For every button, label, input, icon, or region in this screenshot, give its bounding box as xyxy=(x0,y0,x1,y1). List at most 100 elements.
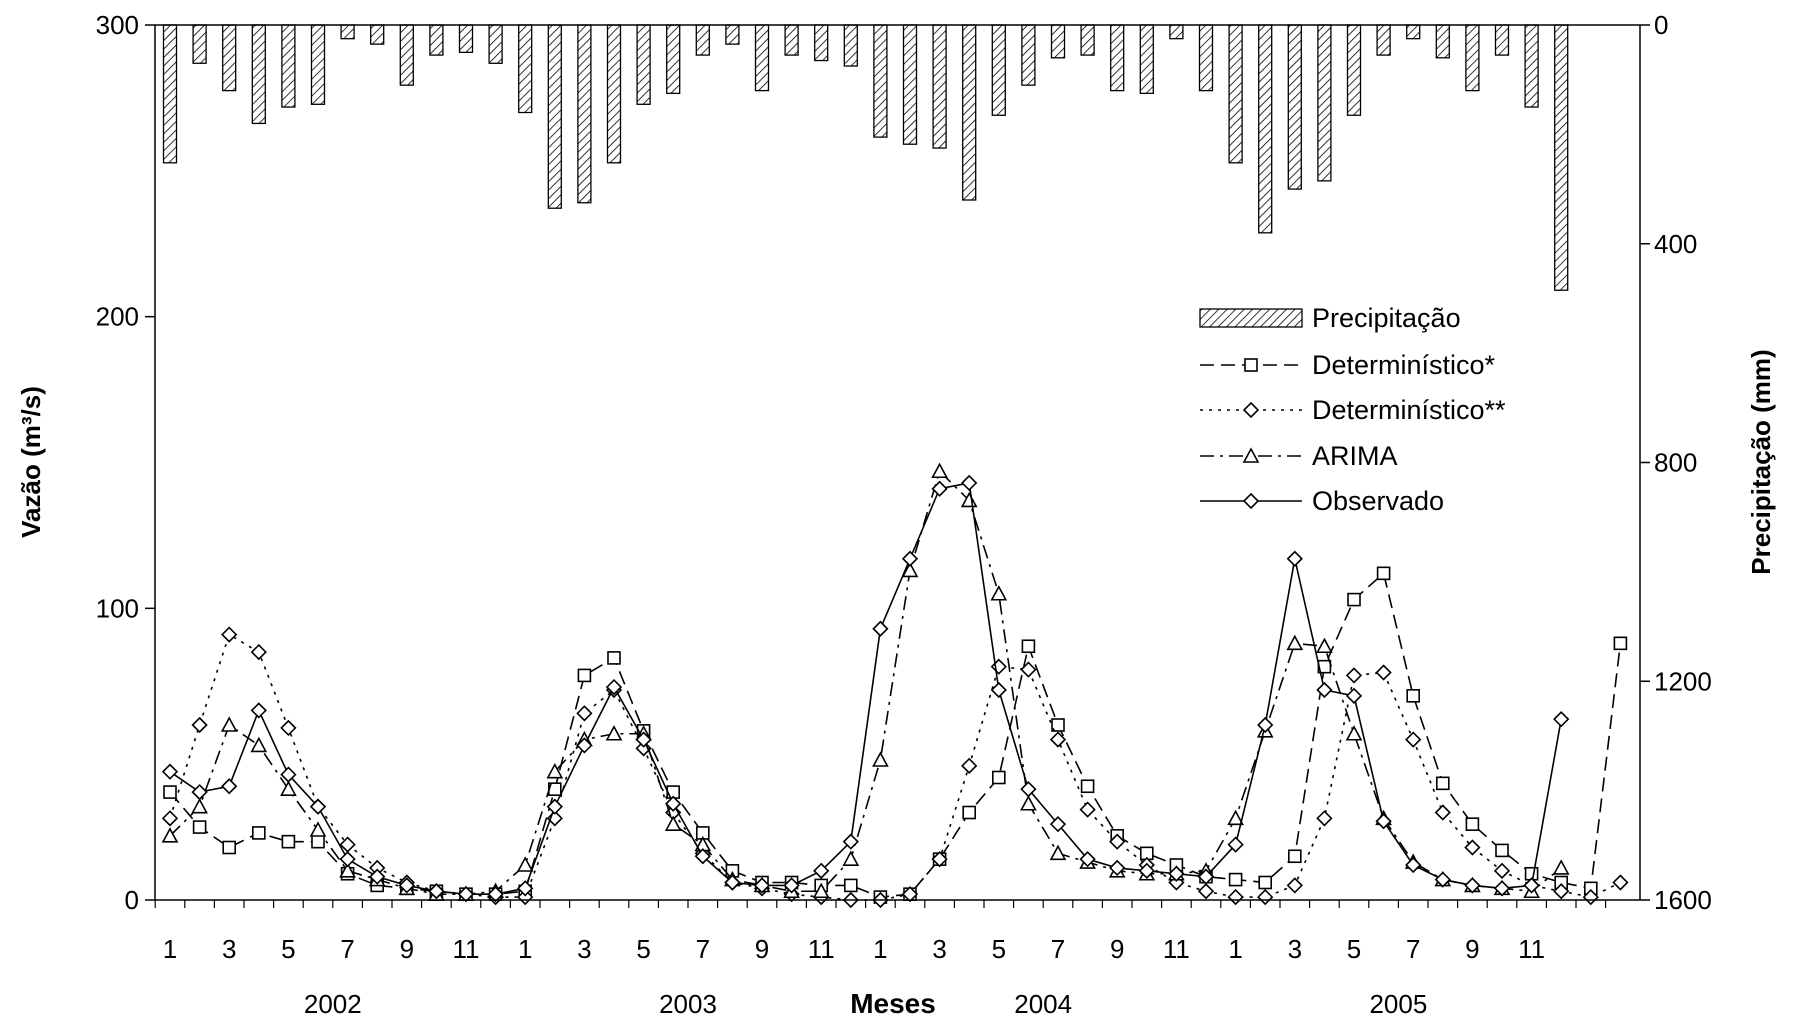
precipitation-bar xyxy=(991,24,1006,116)
data-point xyxy=(487,886,504,903)
y-right-tick-label: 400 xyxy=(1654,229,1697,259)
precipitation-bar xyxy=(1139,24,1154,95)
data-point xyxy=(1288,849,1302,864)
year-label: 2005 xyxy=(1369,989,1427,1019)
data-point xyxy=(1345,725,1363,741)
data-point xyxy=(1405,856,1422,874)
data-point xyxy=(1345,667,1363,684)
data-point xyxy=(1375,664,1392,681)
x-tick-label: 5 xyxy=(1347,934,1361,964)
data-point xyxy=(961,757,978,774)
data-point xyxy=(962,805,977,820)
legend-label: Determinístico** xyxy=(1312,395,1506,425)
data-point xyxy=(1316,810,1333,827)
data-point xyxy=(1434,871,1451,888)
precipitation-bar xyxy=(162,24,178,164)
data-point xyxy=(1049,844,1067,861)
data-point xyxy=(1406,689,1420,703)
data-point xyxy=(1434,804,1451,821)
x-tick-label: 11 xyxy=(1163,934,1190,964)
data-point xyxy=(1079,851,1096,868)
y-axis-right-title: Precipitação (mm) xyxy=(1746,349,1776,574)
data-point xyxy=(1436,776,1450,791)
legend-label: Determinístico* xyxy=(1312,350,1496,380)
data-point xyxy=(546,798,563,815)
data-point xyxy=(191,716,208,734)
data-point xyxy=(1227,888,1244,906)
legend-marker xyxy=(1242,492,1260,510)
data-point xyxy=(398,877,415,894)
precipitation-bar xyxy=(754,24,770,92)
data-point xyxy=(1257,716,1274,734)
data-point xyxy=(250,643,267,661)
y-left-tick-label: 300 xyxy=(96,10,139,40)
legend-item: Determinístico** xyxy=(1200,395,1506,425)
data-point xyxy=(635,740,652,757)
precipitation-bar xyxy=(429,24,444,56)
legend: Precipitação Determinístico* Determinístic… xyxy=(1199,303,1506,516)
precipitation-bar xyxy=(814,24,829,62)
data-point xyxy=(991,770,1006,785)
precipitation-bar xyxy=(932,24,947,149)
data-point xyxy=(724,874,741,891)
data-point xyxy=(220,716,238,732)
x-tick-label: 3 xyxy=(577,934,591,964)
series-arima xyxy=(161,462,1570,901)
precipitation-bar xyxy=(310,24,326,105)
data-point xyxy=(1228,872,1243,887)
precipitation-bar xyxy=(1287,24,1302,190)
precipitation-bar xyxy=(577,24,592,204)
data-point xyxy=(635,731,652,748)
data-point xyxy=(191,783,208,801)
precipitation-bar xyxy=(488,24,503,64)
data-point xyxy=(1286,634,1304,651)
data-point xyxy=(309,798,327,815)
precipitation-bar xyxy=(251,24,266,125)
data-point xyxy=(1168,865,1185,882)
data-point xyxy=(1258,875,1272,890)
data-point xyxy=(546,762,564,779)
data-point xyxy=(280,766,297,783)
legend-marker xyxy=(1242,447,1260,463)
precipitation-bar xyxy=(1050,24,1066,59)
data-point xyxy=(163,785,177,799)
x-tick-label: 3 xyxy=(932,934,946,964)
data-point xyxy=(931,480,948,497)
series-line xyxy=(169,481,1562,895)
y-right-tick-label: 1600 xyxy=(1654,885,1712,915)
year-label: 2003 xyxy=(659,989,717,1019)
data-point xyxy=(1523,877,1540,894)
precipitation-bars xyxy=(162,24,1569,291)
precipitation-bar xyxy=(902,24,918,145)
data-point xyxy=(1020,781,1037,798)
data-point xyxy=(901,561,919,578)
x-tick-label: 7 xyxy=(340,934,354,964)
x-axis-title: Meses xyxy=(850,988,936,1019)
data-point xyxy=(161,827,179,843)
legend-marker xyxy=(1242,401,1260,419)
x-tick-label: 1 xyxy=(163,934,177,964)
data-point xyxy=(1376,566,1391,581)
data-point xyxy=(1109,859,1126,877)
x-tick-label: 7 xyxy=(696,934,710,964)
data-point xyxy=(842,833,859,850)
data-point xyxy=(457,886,475,903)
precipitation-bar xyxy=(399,24,414,86)
legend-label: Observado xyxy=(1312,486,1444,516)
y-right-tick-label: 800 xyxy=(1654,448,1697,478)
x-tick-label: 7 xyxy=(1051,934,1065,964)
y-left-tick-label: 0 xyxy=(125,885,139,915)
data-point xyxy=(1197,868,1215,885)
x-tick-label: 9 xyxy=(1465,934,1479,964)
data-point xyxy=(813,862,830,879)
data-point xyxy=(311,834,325,849)
data-point xyxy=(1347,592,1361,607)
precipitation-bar xyxy=(1198,24,1214,92)
x-tick-label: 1 xyxy=(1228,934,1242,964)
precipitation-bar xyxy=(1524,24,1539,108)
data-point xyxy=(1612,874,1629,891)
precipitation-bar xyxy=(843,24,858,67)
data-point xyxy=(1375,813,1392,830)
legend-item: Determinístico* xyxy=(1200,350,1496,380)
